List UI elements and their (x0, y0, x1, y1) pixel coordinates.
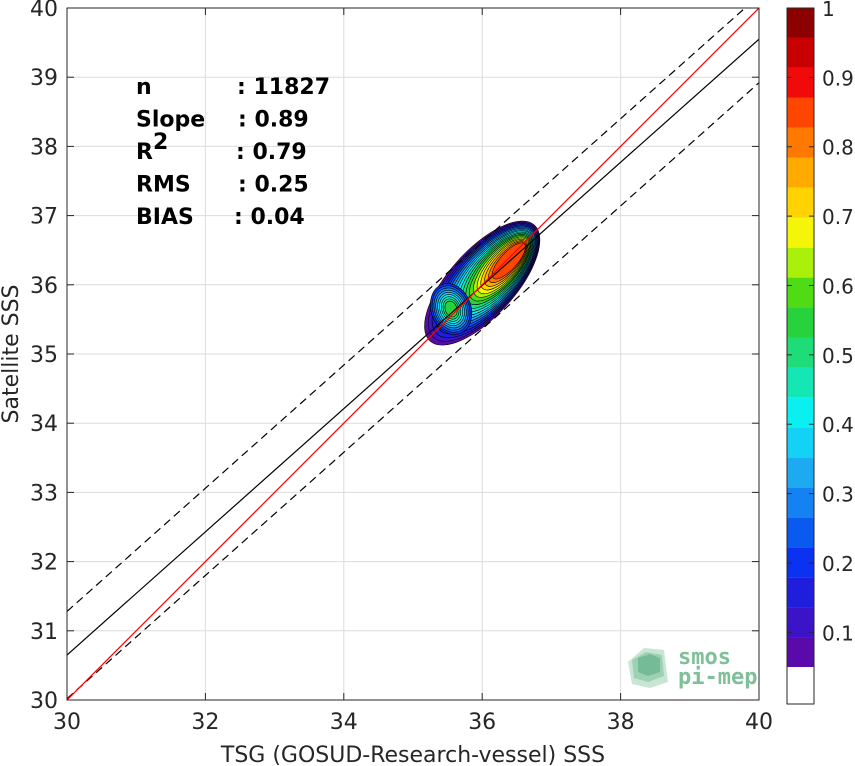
x-tick-label: 40 (745, 710, 773, 735)
y-tick-label: 32 (30, 551, 58, 576)
colorbar-segment (787, 277, 814, 308)
colorbar-tick-label: 0.9 (822, 66, 854, 90)
y-tick-label: 30 (30, 689, 58, 714)
colorbar-segment (787, 127, 814, 158)
x-tick-label: 34 (330, 710, 358, 735)
reference-lines (67, 8, 759, 700)
colorbar-tick-label: 0.7 (822, 205, 854, 229)
colorbar-segment (787, 37, 814, 68)
colorbar-segment (787, 397, 814, 428)
colorbar-segment (787, 247, 814, 278)
x-axis-label: TSG (GOSUD-Research-vessel) SSS (220, 743, 605, 766)
colorbar-segment (787, 337, 814, 368)
y-tick-label: 31 (30, 620, 58, 645)
x-tick-label: 38 (607, 710, 635, 735)
colorbar-frame (786, 7, 815, 705)
colorbar-segment (787, 427, 814, 458)
y-tick-label: 33 (30, 481, 58, 506)
y-tick-label: 40 (30, 0, 58, 22)
colorbar-segment (787, 517, 814, 548)
stat-value: : 0.25 (238, 173, 309, 198)
colorbar-segment (787, 187, 814, 218)
colorbar-tick-label: 0.2 (822, 552, 854, 576)
stat-value: : 0.79 (236, 140, 307, 165)
y-tick-label: 35 (30, 343, 58, 368)
y-tick-label: 38 (30, 135, 58, 160)
colorbar-segment (787, 67, 814, 98)
stat-value: : 0.89 (238, 108, 309, 133)
logo-text-pi-mep: pi-mep (678, 665, 757, 690)
upper-bound-line (67, 8, 746, 612)
y-tick-label: 34 (30, 412, 58, 437)
stat-label: BIAS (136, 205, 194, 230)
colorbar-tick-label: 0.1 (822, 621, 854, 645)
regression-line (67, 38, 759, 656)
colorbar-segment (787, 8, 814, 38)
logo-emblem-icon (628, 648, 668, 688)
x-tick-label: 36 (468, 710, 496, 735)
y-tick-label: 36 (30, 274, 58, 299)
colorbar-segment (787, 217, 814, 248)
y-axis-label: Satellite SSS (0, 285, 24, 424)
lower-bound-line (67, 82, 759, 700)
colorbar: 0.1 0.2 0.3 0.4 0.5 0.6 0.7 0.8 0.9 1 (786, 0, 854, 705)
stat-value: : 0.04 (234, 205, 305, 230)
logo-text-smos: smos (678, 645, 731, 670)
stat-label: Slope (136, 108, 205, 133)
colorbar-segment (787, 457, 814, 488)
stat-label: n (136, 75, 152, 100)
colorbar-segment (787, 637, 814, 667)
colorbar-tick-label: 0.6 (822, 274, 854, 298)
grid (66, 7, 760, 701)
colorbar-segment (787, 667, 814, 704)
colorbar-segment (787, 487, 814, 518)
stats-box: n : 11827 Slope : 0.89 R 2 : 0.79 RMS : 0.25 BIAS… (136, 75, 330, 230)
colorbar-tick-label: 0.8 (822, 136, 854, 160)
colorbar-tick-label: 0.5 (822, 344, 854, 368)
stat-label: RMS (136, 173, 191, 198)
colorbar-segment (787, 97, 814, 128)
stat-value: : 11827 (237, 75, 330, 100)
identity-line (67, 8, 759, 700)
y-tick-label: 37 (30, 205, 58, 230)
axis-ticks: 30 32 34 36 38 40 30 31 32 33 34 35 36 37 38 39 40 (30, 0, 773, 735)
x-tick-label: 30 (53, 710, 81, 735)
y-tick-label: 39 (30, 66, 58, 91)
stat-label: R (136, 140, 153, 165)
colorbar-tick-label: 1 (822, 0, 835, 21)
colorbar-segment (787, 547, 814, 578)
colorbar-segment (787, 367, 814, 398)
colorbar-segment (787, 157, 814, 188)
smos-pi-mep-logo: smos pi-mep (628, 645, 757, 690)
x-tick-label: 32 (191, 710, 219, 735)
colorbar-tick-label: 0.4 (822, 413, 854, 437)
colorbar-tick-label: 0.3 (822, 483, 854, 507)
colorbar-segment (787, 307, 814, 338)
stat-label-superscript: 2 (153, 130, 168, 155)
colorbar-segment (787, 577, 814, 608)
